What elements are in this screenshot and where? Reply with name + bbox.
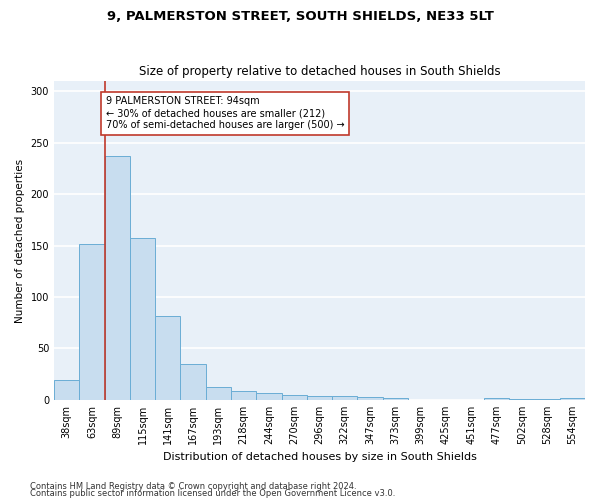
Bar [104, 156, 130, 400]
Text: Contains public sector information licensed under the Open Government Licence v3: Contains public sector information licen… [30, 489, 395, 498]
Bar [54, 380, 79, 400]
Bar [535, 399, 560, 400]
Bar [307, 396, 332, 400]
Text: Contains HM Land Registry data © Crown copyright and database right 2024.: Contains HM Land Registry data © Crown c… [30, 482, 356, 491]
Bar [358, 397, 383, 400]
Bar [181, 364, 206, 400]
Y-axis label: Number of detached properties: Number of detached properties [15, 158, 25, 322]
Bar [256, 392, 281, 400]
Bar [484, 398, 509, 400]
Bar [560, 398, 585, 400]
Text: 9, PALMERSTON STREET, SOUTH SHIELDS, NE33 5LT: 9, PALMERSTON STREET, SOUTH SHIELDS, NE3… [107, 10, 493, 23]
Bar [281, 395, 307, 400]
Bar [155, 316, 181, 400]
Title: Size of property relative to detached houses in South Shields: Size of property relative to detached ho… [139, 66, 500, 78]
Text: 9 PALMERSTON STREET: 94sqm
← 30% of detached houses are smaller (212)
70% of sem: 9 PALMERSTON STREET: 94sqm ← 30% of deta… [106, 96, 344, 130]
Bar [332, 396, 358, 400]
Bar [383, 398, 408, 400]
X-axis label: Distribution of detached houses by size in South Shields: Distribution of detached houses by size … [163, 452, 476, 462]
Bar [79, 244, 104, 400]
Bar [206, 386, 231, 400]
Bar [509, 399, 535, 400]
Bar [130, 238, 155, 400]
Bar [231, 390, 256, 400]
